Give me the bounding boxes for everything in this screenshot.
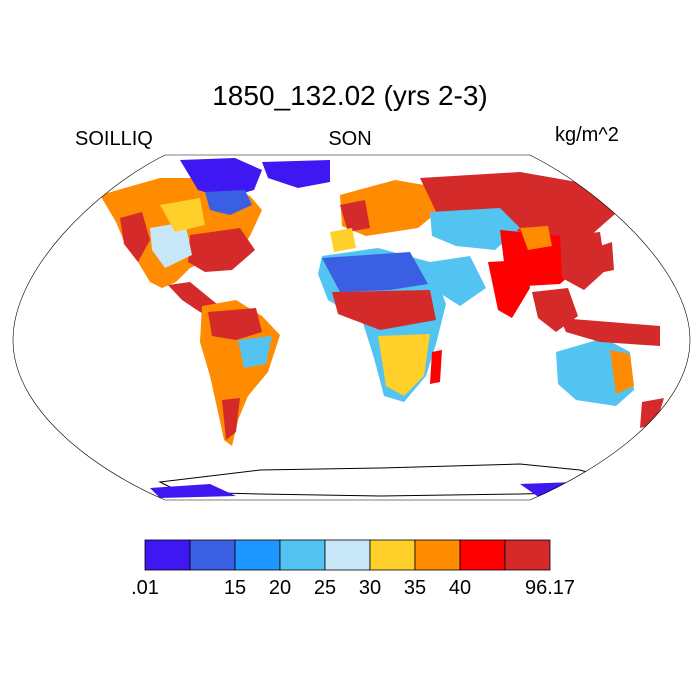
- land-sahara: [322, 252, 428, 292]
- land-greenland: [180, 158, 262, 198]
- colorbar-box: [459, 539, 506, 571]
- colorbar-box: [189, 539, 236, 571]
- land-amazon: [208, 308, 262, 340]
- land-tibet: [520, 226, 552, 250]
- season-label: SON: [328, 128, 372, 150]
- land-arctic-islands: [262, 160, 330, 188]
- variable-label: SOILLIQ: [75, 128, 153, 150]
- land-europe-west: [340, 200, 370, 232]
- land-north-america-interior: [150, 222, 192, 268]
- land-north-america-west: [120, 212, 150, 262]
- units-label: kg/m^2: [555, 124, 619, 146]
- colorbar-tick-label: 40: [448, 577, 472, 599]
- colorbar-tick-label: 30: [358, 577, 382, 599]
- colorbar-box: [234, 539, 281, 571]
- land-southern-africa: [378, 334, 430, 396]
- land-east-asia: [560, 232, 606, 290]
- land-north-america-east: [188, 228, 255, 272]
- land-sahel: [332, 290, 436, 330]
- colorbar-box: [144, 539, 191, 571]
- land-patagonia: [222, 398, 240, 440]
- colorbar-tick-label: 35: [403, 577, 427, 599]
- land-madagascar: [430, 350, 442, 384]
- land-iberia: [330, 228, 356, 252]
- land-central-asia: [430, 208, 520, 250]
- map-border: [12, 154, 691, 501]
- land-brazil-east: [238, 336, 272, 368]
- plot-title: 1850_132.02 (yrs 2-3): [212, 80, 488, 111]
- colorbar-box: [504, 539, 551, 571]
- colorbar-tick-label: 25: [313, 577, 337, 599]
- land-siberia: [420, 172, 615, 240]
- colorbar-box: [279, 539, 326, 571]
- land-canada-north: [205, 190, 252, 215]
- land-japan: [600, 242, 614, 272]
- colorbar-tick-label: 96.17: [524, 577, 576, 599]
- land-arabia: [430, 256, 486, 306]
- land-north-america-mid: [160, 198, 205, 232]
- land-new-zealand: [640, 398, 664, 428]
- colorbar-box: [324, 539, 371, 571]
- land-indonesia: [560, 318, 660, 346]
- land-antarctica-edge: [150, 484, 236, 498]
- colorbar-tick-label: 15: [223, 577, 247, 599]
- colorbar-tick-label: 20: [268, 577, 292, 599]
- colorbar-box: [369, 539, 416, 571]
- colorbar-box: [414, 539, 461, 571]
- land-australia-east: [610, 350, 634, 394]
- land-india: [488, 260, 530, 318]
- colorbar-tick-label: .01: [131, 577, 159, 599]
